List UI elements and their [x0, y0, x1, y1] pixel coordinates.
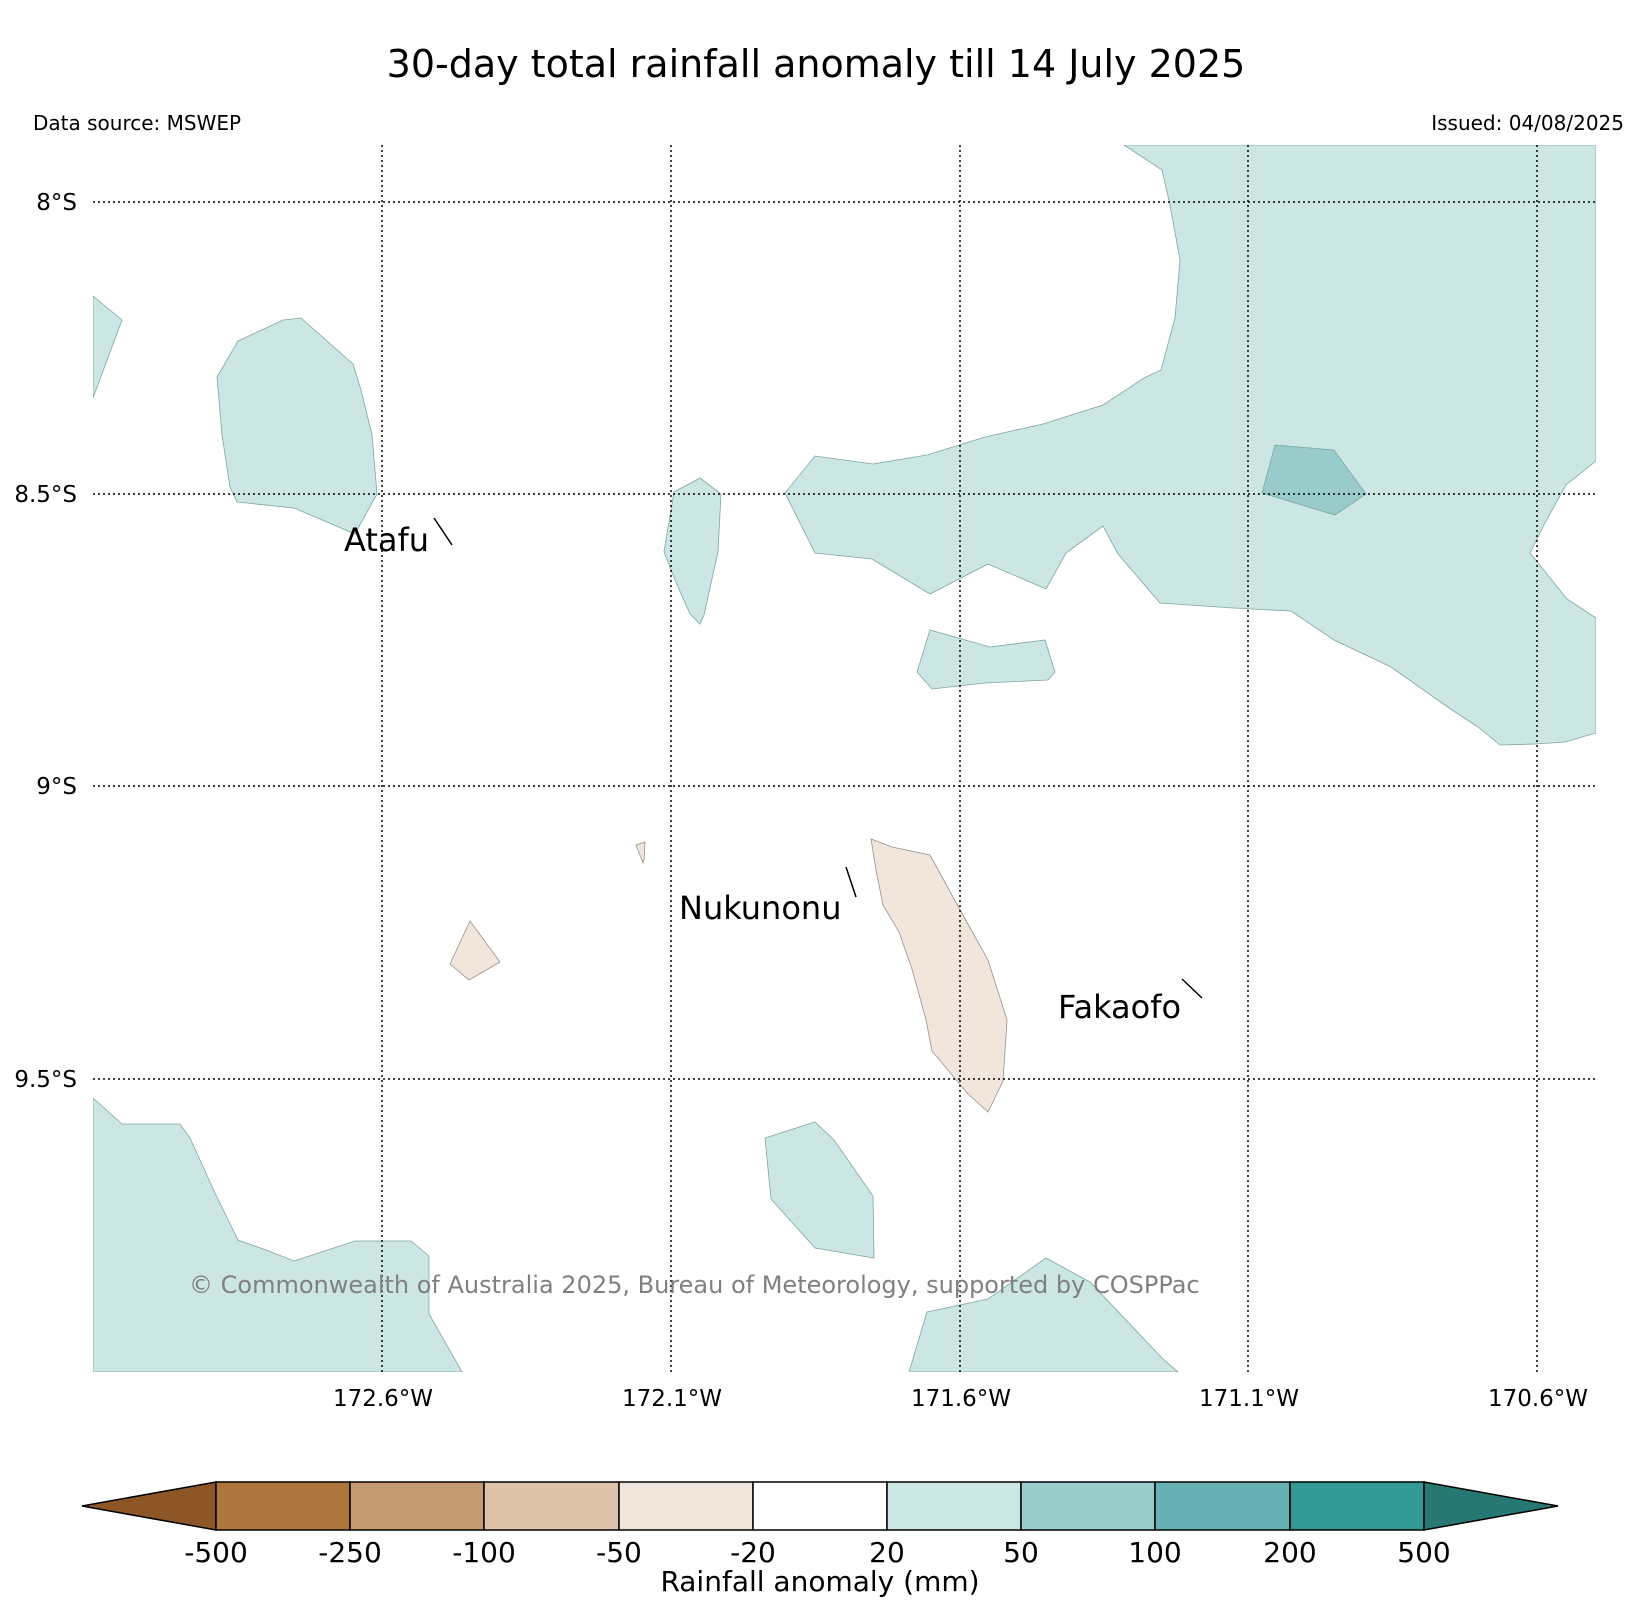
- colorbar-tick: 100: [1128, 1536, 1181, 1569]
- lon-label: 171.1°W: [1199, 1386, 1299, 1412]
- colorbar-segment: [215, 1481, 351, 1531]
- colorbar-tick: -250: [318, 1536, 382, 1569]
- longitude-labels: 172.6°W 172.1°W 171.6°W 171.1°W 170.6°W: [333, 1386, 1588, 1412]
- colorbar-tick: -500: [184, 1536, 248, 1569]
- colorbar-tick: 50: [1003, 1536, 1039, 1569]
- wet-region-south: [908, 1257, 1179, 1372]
- colorbar-tick: -20: [730, 1536, 776, 1569]
- place-label-atafu: Atafu: [344, 521, 429, 559]
- colorbar-segment: [1020, 1481, 1156, 1531]
- atafu-atoll-outline: [433, 517, 453, 546]
- map-title: 30-day total rainfall anomaly till 14 Ju…: [386, 42, 1246, 86]
- wet-region-northeast: [784, 145, 1596, 746]
- wet-region-west-sliver: [93, 295, 123, 399]
- lon-label: 172.1°W: [622, 1386, 722, 1412]
- colorbar: -500 -250 -100 -50 -20 20 50 100 200 500…: [81, 1481, 1559, 1598]
- dry-region-tiny: [635, 841, 646, 865]
- nukunonu-atoll-outline: [845, 866, 857, 898]
- lon-label: 172.6°W: [333, 1386, 433, 1412]
- lat-label: 8°S: [36, 190, 77, 216]
- colorbar-tick: -100: [452, 1536, 516, 1569]
- colorbar-tick: 200: [1263, 1536, 1316, 1569]
- colorbar-label: Rainfall anomaly (mm): [660, 1565, 979, 1598]
- colorbar-segment: [618, 1481, 754, 1531]
- issued-date-label: Issued: 04/08/2025: [1431, 111, 1624, 135]
- colorbar-tick: 500: [1397, 1536, 1450, 1569]
- place-label-fakaofo: Fakaofo: [1058, 988, 1181, 1026]
- colorbar-segment: [1154, 1481, 1291, 1531]
- colorbar-segment: [886, 1481, 1022, 1531]
- dry-region-small-triangle: [449, 920, 501, 981]
- wet-region-central-sliver: [663, 477, 722, 625]
- gridlines: [93, 145, 1596, 1372]
- lon-label: 171.6°W: [911, 1386, 1011, 1412]
- data-source-label: Data source: MSWEP: [33, 111, 242, 135]
- colorbar-segment: [483, 1481, 620, 1531]
- atoll-outlines: [433, 517, 1203, 999]
- anomaly-regions: [93, 145, 1596, 1372]
- lat-label: 9°S: [36, 774, 77, 800]
- colorbar-segment: [349, 1481, 485, 1531]
- wet-region-southwest: [93, 1097, 463, 1372]
- colorbar-tick: 20: [869, 1536, 905, 1569]
- wet-region-south-center: [764, 1121, 875, 1259]
- colorbar-segment: [1289, 1481, 1425, 1531]
- wet-region-small-center: [916, 629, 1056, 690]
- place-label-nukunonu: Nukunonu: [679, 889, 841, 927]
- lat-label: 8.5°S: [14, 482, 77, 508]
- colorbar-tick: -50: [596, 1536, 642, 1569]
- colorbar-extend-high: [1423, 1481, 1559, 1531]
- copyright-notice: © Commonwealth of Australia 2025, Bureau…: [189, 1271, 1200, 1299]
- lat-label: 9.5°S: [14, 1067, 77, 1093]
- wet-region-atafu: [216, 317, 378, 535]
- colorbar-extend-low: [81, 1481, 217, 1531]
- wet-region-50-100: [1261, 444, 1367, 516]
- dry-region-nukunonu: [870, 838, 1008, 1113]
- lon-label: 170.6°W: [1488, 1386, 1588, 1412]
- colorbar-segment: [752, 1481, 888, 1531]
- fakaofo-atoll-outline: [1181, 978, 1203, 999]
- latitude-labels: 8°S 8.5°S 9°S 9.5°S: [14, 190, 77, 1093]
